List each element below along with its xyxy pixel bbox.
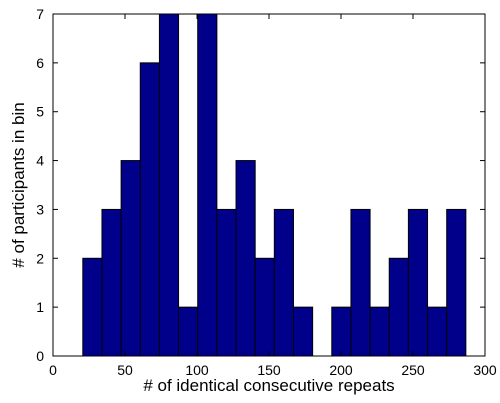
y-tick-label: 7 [36, 6, 44, 22]
histogram-bar [235, 160, 256, 357]
y-tick-label: 0 [36, 348, 44, 364]
histogram-bar [446, 208, 467, 357]
x-axis-ticks: 0 50 100 150 200 250 300 [49, 14, 497, 378]
y-tick-label: 6 [36, 55, 44, 71]
y-tick-label: 5 [36, 104, 44, 120]
histogram-bar [350, 208, 371, 357]
y-axis-ticks: 0 1 2 3 4 5 6 7 [36, 6, 485, 364]
x-tick-label: 50 [117, 362, 133, 378]
y-axis-label: # of participants in bin [9, 102, 28, 267]
histogram-bar [369, 306, 390, 357]
histogram-bar [331, 306, 352, 357]
histogram-bar [216, 208, 237, 357]
x-tick-label: 100 [185, 362, 209, 378]
histogram-bar [197, 13, 218, 357]
histogram-bar [292, 306, 314, 357]
x-tick-label: 200 [329, 362, 353, 378]
histogram-bar [254, 257, 275, 357]
x-tick-label: 300 [473, 362, 497, 378]
y-tick-label: 4 [36, 153, 44, 169]
y-tick-label: 2 [36, 250, 44, 266]
x-tick-label: 150 [257, 362, 281, 378]
histogram-bar [388, 257, 409, 357]
histogram-bar [139, 62, 160, 357]
histogram-bar [101, 208, 122, 357]
histogram-bar [120, 160, 141, 357]
x-axis-label: # of identical consecutive repeats [143, 376, 394, 395]
x-tick-label: 0 [49, 362, 57, 378]
histogram-bar [82, 257, 103, 357]
bars-group [82, 13, 467, 357]
histogram-bar [273, 208, 294, 357]
histogram-bar [158, 13, 180, 357]
histogram-bar [427, 306, 448, 357]
y-tick-label: 3 [36, 201, 44, 217]
y-tick-label: 1 [36, 299, 44, 315]
x-tick-label: 250 [401, 362, 425, 378]
histogram-bar [178, 306, 199, 357]
histogram-bar [407, 208, 429, 357]
